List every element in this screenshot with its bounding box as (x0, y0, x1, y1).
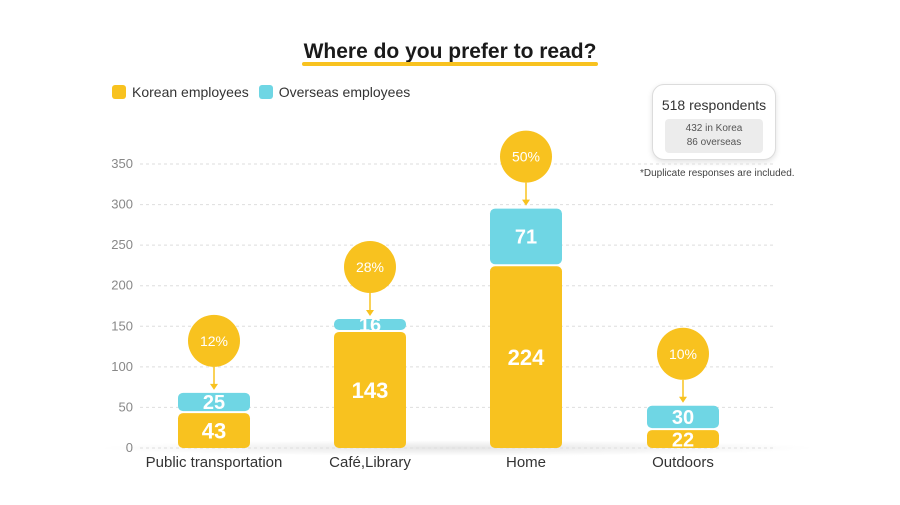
percent-bubble-0 (188, 314, 240, 367)
legend-label-overseas: Overseas employees (278, 84, 411, 100)
percent-label-1: 28% (356, 259, 384, 275)
title-underline (301, 62, 599, 66)
value-label-overseas-1: 16 (359, 314, 381, 336)
legend-swatch-korean (112, 85, 126, 99)
percent-bubble-2 (500, 130, 552, 183)
y-tick-label-250: 250 (111, 237, 133, 252)
y-tick-label-50: 50 (119, 399, 133, 414)
respondents-korea: 432 in Korea (685, 123, 743, 134)
y-tick-label-0: 0 (126, 440, 133, 455)
y-tick-label-100: 100 (111, 359, 133, 374)
value-label-korean-1: 143 (352, 378, 389, 403)
category-label-1: Café,Library (329, 454, 411, 471)
percent-bubble-3 (657, 327, 709, 380)
percent-arrow-head-2 (522, 199, 530, 206)
bar-korean-1 (334, 331, 406, 448)
legend-item-korean: Korean employees (112, 84, 249, 100)
value-label-korean-0: 43 (202, 418, 226, 443)
legend: Korean employees Overseas employees (112, 84, 420, 100)
legend-label-korean: Korean employees (132, 84, 249, 100)
respondents-box: 518 respondents 432 in Korea 86 overseas (652, 84, 776, 160)
respondents-breakdown: 432 in Korea 86 overseas (665, 119, 763, 153)
percent-label-0: 12% (200, 333, 228, 349)
percent-label-2: 50% (512, 149, 540, 165)
bar-overseas-1 (334, 318, 406, 330)
respondents-overseas: 86 overseas (686, 137, 742, 148)
category-label-2: Home (506, 454, 546, 471)
bar-overseas-0 (178, 392, 250, 412)
y-tick-label-150: 150 (111, 318, 133, 333)
category-label-3: Outdoors (652, 454, 714, 471)
percent-arrow-head-0 (210, 383, 218, 390)
duplicate-note: *Duplicate responses are included. (640, 168, 795, 179)
percent-arrow-head-3 (679, 396, 687, 403)
floor-shadow (97, 440, 817, 456)
legend-swatch-overseas (258, 85, 273, 99)
bar-korean-0 (178, 413, 250, 448)
bar-korean-2 (490, 266, 562, 448)
percent-arrow-head-1 (366, 309, 374, 316)
y-tick-label-200: 200 (111, 278, 133, 293)
value-label-overseas-2: 71 (515, 226, 537, 248)
chart-title-text: Where do you prefer to read? (303, 40, 597, 63)
respondents-total: 518 respondents (661, 97, 767, 113)
chart-title: Where do you prefer to read? (301, 40, 599, 66)
value-label-overseas-0: 25 (203, 392, 225, 414)
value-label-korean-3: 22 (672, 429, 694, 451)
bar-overseas-2 (490, 208, 562, 265)
percent-label-3: 10% (669, 346, 697, 362)
bar-overseas-3 (647, 405, 719, 429)
value-label-overseas-3: 30 (672, 407, 694, 429)
category-label-0: Public transportation (146, 454, 283, 471)
y-tick-label-350: 350 (111, 156, 133, 171)
legend-item-overseas: Overseas employees (258, 84, 411, 100)
percent-bubble-1 (344, 240, 396, 293)
value-label-korean-2: 224 (508, 345, 545, 370)
y-tick-label-300: 300 (111, 197, 133, 212)
bar-korean-3 (647, 430, 719, 448)
